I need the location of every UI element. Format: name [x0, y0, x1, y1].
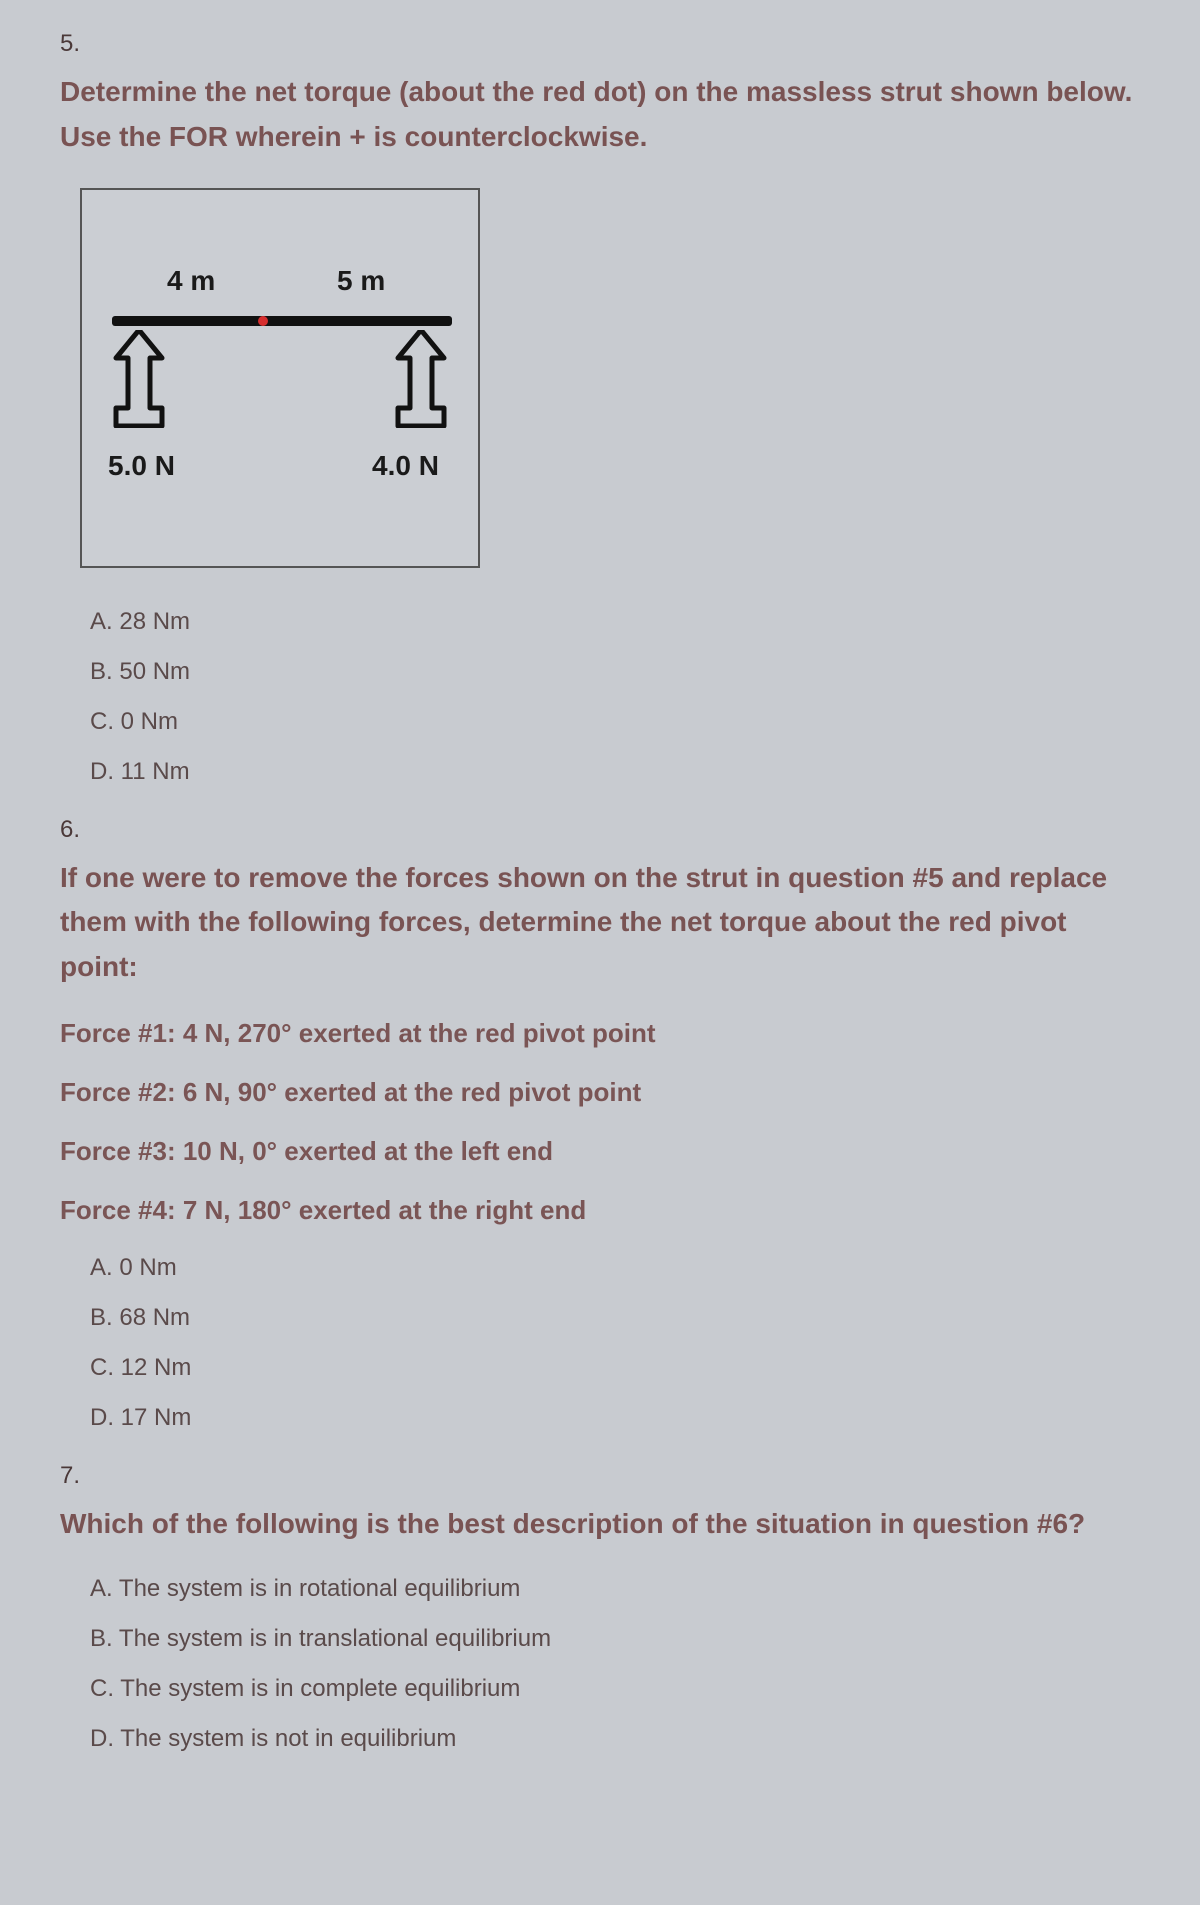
dim-left: 4 m: [167, 265, 215, 297]
q7-option-c[interactable]: C. The system is in complete equilibrium: [90, 1675, 1150, 1703]
q5-option-c[interactable]: C. 0 Nm: [90, 708, 1150, 736]
q7-prompt: Which of the following is the best descr…: [60, 1502, 1150, 1547]
q6-prompt: If one were to remove the forces shown o…: [60, 856, 1150, 990]
dim-right: 5 m: [337, 265, 385, 297]
pivot-dot: [258, 316, 268, 326]
q6-option-b[interactable]: B. 68 Nm: [90, 1304, 1150, 1332]
q6-number: 6.: [60, 816, 1150, 844]
q7-option-b[interactable]: B. The system is in translational equili…: [90, 1625, 1150, 1653]
q5-options: A. 28 Nm B. 50 Nm C. 0 Nm D. 11 Nm: [90, 608, 1150, 786]
q6-options: A. 0 Nm B. 68 Nm C. 12 Nm D. 17 Nm: [90, 1254, 1150, 1432]
force-1: Force #1: 4 N, 270° exerted at the red p…: [60, 1018, 1150, 1049]
page-content: 5. Determine the net torque (about the r…: [0, 0, 1200, 1825]
force-2: Force #2: 6 N, 90° exerted at the red pi…: [60, 1077, 1150, 1108]
q5-number: 5.: [60, 30, 1150, 58]
q7-option-a[interactable]: A. The system is in rotational equilibri…: [90, 1575, 1150, 1603]
q6-forces: Force #1: 4 N, 270° exerted at the red p…: [60, 1018, 1150, 1226]
q6-option-c[interactable]: C. 12 Nm: [90, 1354, 1150, 1382]
q7-option-d[interactable]: D. The system is not in equilibrium: [90, 1725, 1150, 1753]
q5-figure: 4 m 5 m 5.0 N 4.0 N: [80, 188, 480, 568]
q5-option-a[interactable]: A. 28 Nm: [90, 608, 1150, 636]
q7-options: A. The system is in rotational equilibri…: [90, 1575, 1150, 1753]
q7-number: 7.: [60, 1462, 1150, 1490]
arrow-left: [112, 330, 166, 428]
q5-option-b[interactable]: B. 50 Nm: [90, 658, 1150, 686]
q5-option-d[interactable]: D. 11 Nm: [90, 758, 1150, 786]
force-4: Force #4: 7 N, 180° exerted at the right…: [60, 1195, 1150, 1226]
arrow-right: [394, 330, 448, 428]
force-left-label: 5.0 N: [108, 450, 175, 482]
force-right-label: 4.0 N: [372, 450, 439, 482]
q6-option-a[interactable]: A. 0 Nm: [90, 1254, 1150, 1282]
q5-prompt: Determine the net torque (about the red …: [60, 70, 1150, 160]
q6-option-d[interactable]: D. 17 Nm: [90, 1404, 1150, 1432]
force-3: Force #3: 10 N, 0° exerted at the left e…: [60, 1136, 1150, 1167]
strut: [112, 316, 452, 326]
